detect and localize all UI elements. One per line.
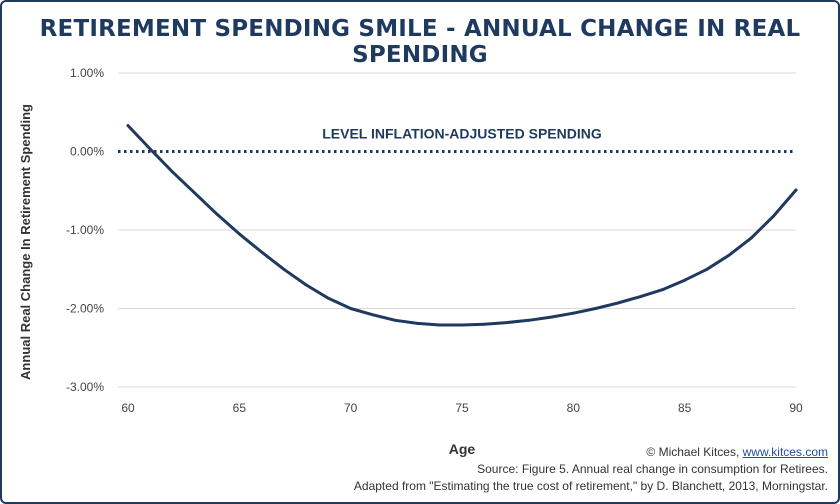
data-point: [416, 322, 419, 325]
reference-line-group: LEVEL INFLATION-ADJUSTED SPENDING: [118, 126, 796, 153]
chart-title: RETIREMENT SPENDING SMILE - ANNUAL CHANG…: [39, 16, 801, 68]
x-axis-label: Age: [449, 441, 476, 457]
data-point: [237, 232, 241, 236]
x-tick-label: 70: [344, 401, 358, 415]
y-tick-label: -1.00%: [66, 223, 104, 237]
y-tick-label: -3.00%: [66, 380, 104, 394]
series-line-0: [126, 124, 798, 327]
data-point: [727, 253, 731, 257]
y-tick-label: 1.00%: [70, 66, 104, 80]
data-point: [327, 296, 330, 300]
data-point: [750, 236, 753, 240]
data-point: [393, 318, 397, 322]
data-point: [282, 267, 286, 271]
data-point: [126, 124, 130, 127]
x-tick-label: 60: [121, 401, 135, 415]
data-point: [371, 313, 375, 317]
credit-line: © Michael Kitces, www.kitces.com: [354, 444, 828, 461]
data-point: [661, 288, 664, 292]
data-point: [616, 301, 620, 305]
y-tick-label: 0.00%: [70, 145, 104, 159]
footer: © Michael Kitces, www.kitces.com Source:…: [354, 444, 828, 495]
data-point: [148, 147, 152, 151]
data-point: [171, 170, 174, 174]
reference-line-label: LEVEL INFLATION-ADJUSTED SPENDING: [322, 126, 602, 142]
data-point: [638, 295, 642, 299]
kitces-link[interactable]: www.kitces.com: [742, 445, 828, 459]
data-point: [527, 318, 531, 322]
data-point: [482, 322, 486, 326]
data-point: [304, 283, 308, 287]
credit-text: © Michael Kitces,: [646, 445, 743, 459]
data-point: [794, 188, 798, 192]
y-axis-ticks: 1.00% 0.00% -1.00% -2.00% -3.00%: [66, 66, 104, 394]
x-tick-label: 80: [567, 401, 581, 415]
data-point: [460, 323, 464, 327]
data-point: [260, 250, 263, 254]
x-axis-ticks: 60 65 70 75 80 85 90: [121, 401, 803, 415]
y-axis-label: Annual Real Change In Retirement Spendin…: [18, 104, 33, 380]
x-tick-label: 85: [678, 401, 692, 415]
data-point: [505, 321, 508, 325]
y-tick-label: -2.00%: [66, 302, 104, 316]
data-point: [594, 307, 597, 310]
data-point: [772, 214, 776, 218]
series-group: [126, 124, 798, 327]
data-point: [349, 307, 353, 310]
source-line: Source: Figure 5. Annual real change in …: [477, 462, 828, 476]
data-point: [571, 311, 575, 315]
data-point: [683, 278, 687, 282]
data-point: [438, 323, 442, 327]
data-point: [193, 191, 197, 195]
x-tick-label: 90: [789, 401, 803, 415]
x-tick-label: 75: [455, 401, 469, 415]
adapted-line: Adapted from "Estimating the true cost o…: [353, 479, 828, 493]
x-tick-label: 65: [233, 401, 247, 415]
gridlines: [118, 72, 796, 388]
data-point: [549, 315, 553, 319]
data-point: [705, 267, 709, 271]
data-point: [215, 212, 219, 216]
